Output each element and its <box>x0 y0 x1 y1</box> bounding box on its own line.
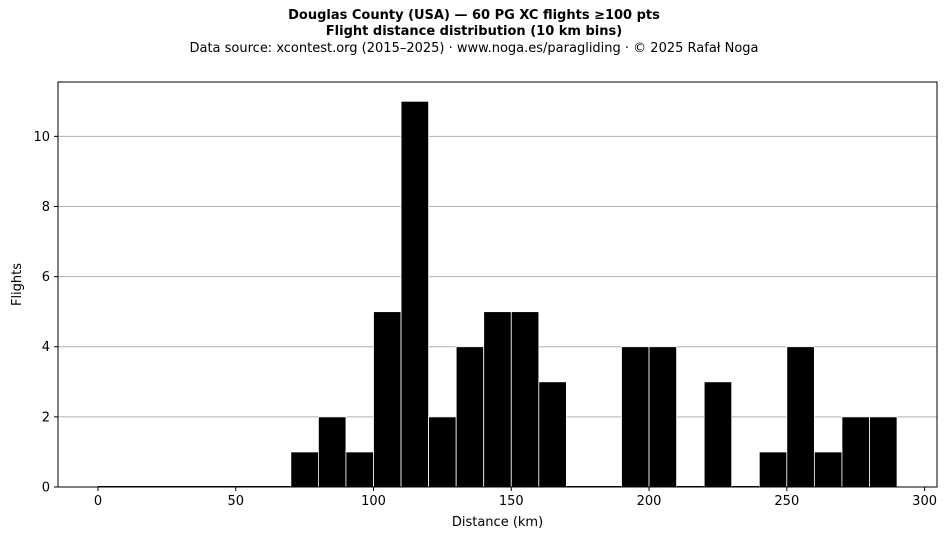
bar-100-km <box>373 311 402 488</box>
x-axis-label: Distance (km) <box>452 515 543 530</box>
bar-220-km <box>703 381 733 488</box>
bar-90-km <box>345 451 374 488</box>
ticks-layer: 0 50 100 150 200 250 300 0 2 4 6 8 10 <box>33 130 937 509</box>
x-tick-label-50: 50 <box>227 494 244 509</box>
x-tick-label-200: 200 <box>637 494 662 509</box>
y-tick-label-0: 0 <box>42 481 50 496</box>
bar-190-km <box>621 346 650 488</box>
chart-subtitle: Data source: xcontest.org (2015–2025) · … <box>189 41 759 56</box>
bars-layer <box>97 100 898 488</box>
bar-280-km <box>869 416 898 488</box>
bar-140-km <box>483 311 512 488</box>
bar-110-km <box>400 100 430 488</box>
bar-130-km <box>455 346 485 488</box>
bar-150-km <box>510 311 540 488</box>
bar-80-km <box>317 416 347 488</box>
x-tick-label-0: 0 <box>94 494 102 509</box>
chart-title-line2: Flight distance distribution (10 km bins… <box>325 24 623 39</box>
bar-250-km <box>786 346 815 488</box>
bar-160-km <box>538 381 567 488</box>
bar-70-km <box>290 451 319 488</box>
y-tick-label-2: 2 <box>42 410 50 425</box>
x-tick-label-250: 250 <box>774 494 799 509</box>
bar-120-km <box>428 416 457 488</box>
y-tick-label-10: 10 <box>33 130 50 145</box>
y-tick-label-6: 6 <box>42 270 50 285</box>
x-tick-label-300: 300 <box>912 494 937 509</box>
bar-260-km <box>813 451 843 488</box>
x-tick-label-150: 150 <box>499 494 524 509</box>
y-axis-label: Flights <box>10 263 25 306</box>
bar-240-km <box>758 451 788 488</box>
chart-title: Douglas County (USA) — 60 PG XC flights … <box>288 8 660 23</box>
bar-270-km <box>841 416 870 488</box>
bar-200-km <box>648 346 678 488</box>
title-block: Douglas County (USA) — 60 PG XC flights … <box>0 8 948 58</box>
x-tick-label-100: 100 <box>361 494 386 509</box>
y-tick-label-4: 4 <box>42 340 50 355</box>
y-tick-label-8: 8 <box>42 200 50 215</box>
plot-frame <box>57 81 938 488</box>
